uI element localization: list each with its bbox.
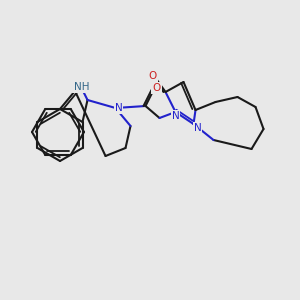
- Text: N: N: [115, 103, 122, 113]
- Text: O: O: [148, 71, 157, 81]
- Text: N: N: [172, 111, 179, 121]
- Text: O: O: [152, 83, 160, 93]
- Text: NH: NH: [74, 82, 89, 92]
- Text: N: N: [194, 123, 201, 133]
